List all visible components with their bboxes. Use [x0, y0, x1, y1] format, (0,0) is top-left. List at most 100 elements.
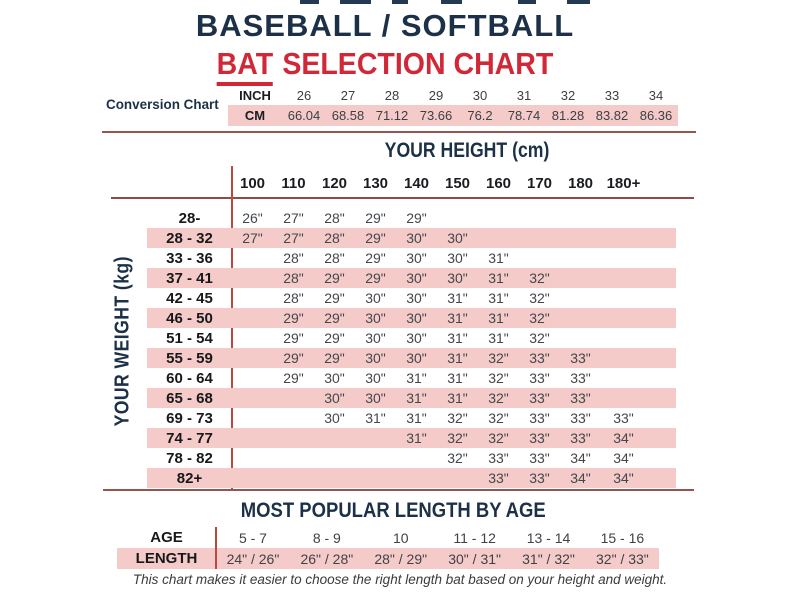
bat-length-cell: 28" [283, 290, 304, 306]
height-column-header: 120 [321, 174, 348, 192]
bat-length-cell: 30" [447, 270, 468, 286]
bat-length-cell: 29" [283, 350, 304, 366]
table-row: 28 - 32 27" 27" 28" 29" 30" 30" [147, 228, 676, 248]
bat-length-cell: 31" [488, 250, 509, 266]
bat-length-cell: 29" [324, 290, 345, 306]
age-section-title-text: MOST POPULAR LENGTH BY AGE [240, 499, 546, 522]
length-value: 24" / 26" [226, 550, 280, 567]
age-value: 15 - 16 [600, 529, 645, 546]
weight-row-label: 69 - 73 [166, 409, 213, 427]
footer-note: This chart makes it easier to choose the… [132, 572, 668, 587]
bat-length-cell: 32" [529, 330, 550, 346]
cm-label: CM [244, 108, 266, 123]
conversion-cm-row: CM 66.04 68.58 71.12 73.66 76.2 78.74 81.28 83.8… [228, 105, 678, 126]
length-value: 26" / 28" [300, 550, 354, 567]
subtitle-rest: SELECTION CHART [282, 46, 554, 81]
table-row: 78 - 82 32" 33" 33" 34" 34" [147, 448, 676, 468]
cm-value: 68.58 [331, 108, 365, 123]
bat-length-cell: 31" [447, 390, 468, 406]
height-column-header: 140 [403, 174, 430, 192]
table-row: 60 - 64 29" 30" 30" 31" 31" 32" 33" 33" [147, 368, 676, 388]
weight-axis-title: YOUR WEIGHT (kg) [111, 256, 134, 427]
height-column-header: 180 [567, 174, 594, 192]
weight-row-label: 46 - 50 [166, 309, 213, 327]
bat-length-cell: 29" [365, 210, 386, 226]
age-value: 8 - 9 [312, 529, 341, 546]
bat-length-cell: 29" [365, 270, 386, 286]
weight-row-label: 28 - 32 [166, 229, 213, 247]
cm-value: 73.66 [419, 108, 453, 123]
dash [441, 0, 462, 4]
bat-length-cell: 29" [283, 310, 304, 326]
bat-length-cell: 31" [488, 310, 509, 326]
height-column-header: 160 [485, 174, 512, 192]
table-vertical-rule [231, 166, 233, 490]
subtitle-bat-underlined: BAT [216, 46, 274, 86]
bat-length-cell: 30" [324, 410, 345, 426]
weight-row-label: 82+ [176, 469, 203, 487]
cm-value: 66.04 [287, 108, 321, 123]
dash [392, 0, 408, 4]
length-row: LENGTH 24" / 26" 26" / 28" 28" / 29" 30" / 3… [117, 548, 660, 569]
bat-length-cell: 31" [447, 310, 468, 326]
bat-length-cell: 31" [406, 370, 427, 386]
bat-length-cell: 32" [488, 350, 509, 366]
header-underline [111, 197, 694, 199]
height-column-header: 110 [281, 174, 306, 192]
height-axis-title-text: YOUR HEIGHT (cm) [384, 139, 550, 162]
bat-length-cell: 32" [488, 370, 509, 386]
table-row: 82+ 33" 33" 34" 34" [147, 468, 676, 488]
bat-length-cell: 30" [365, 370, 386, 386]
bat-length-cell: 32" [529, 270, 550, 286]
bat-length-cell: 33" [570, 430, 591, 446]
bat-length-cell: 30" [365, 390, 386, 406]
table-row: 42 - 45 28" 29" 30" 30" 31" 31" 32" [147, 288, 676, 308]
inch-value: 32 [560, 87, 576, 103]
bat-length-cell: 27" [283, 210, 304, 226]
bat-length-cell: 33" [613, 410, 634, 426]
bat-length-cell: 30" [406, 250, 427, 266]
bat-length-cell: 30" [324, 370, 345, 386]
weight-row-label: 33 - 36 [166, 249, 213, 267]
bat-length-cell: 32" [447, 450, 468, 466]
bat-length-cell: 31" [406, 430, 427, 446]
bat-length-cell: 33" [529, 350, 550, 366]
bat-length-cell: 33" [529, 410, 550, 426]
weight-row-label: 74 - 77 [166, 429, 213, 447]
bat-length-cell: 28" [283, 250, 304, 266]
bat-length-cell: 29" [324, 270, 345, 286]
table-row: 51 - 54 29" 29" 30" 30" 31" 31" 32" [147, 328, 676, 348]
bat-length-cell: 31" [447, 350, 468, 366]
bat-length-cell: 32" [529, 290, 550, 306]
bat-length-cell: 33" [488, 470, 509, 486]
bat-length-cell: 31" [406, 410, 427, 426]
bat-length-cell: 31" [488, 330, 509, 346]
inch-value: 29 [428, 87, 444, 103]
bat-length-cell: 33" [570, 390, 591, 406]
inch-value: 34 [648, 87, 664, 103]
weight-row-label: 55 - 59 [166, 349, 213, 367]
age-value: 13 - 14 [526, 529, 571, 546]
bat-length-cell: 30" [365, 310, 386, 326]
inch-value: 31 [516, 87, 532, 103]
dash [518, 0, 536, 4]
bat-length-cell: 29" [324, 350, 345, 366]
conversion-inch-row: INCH 26 27 28 29 30 31 32 33 34 [228, 85, 678, 105]
bat-length-cell: 32" [488, 390, 509, 406]
bat-length-cell: 30" [365, 290, 386, 306]
bat-length-cell: 32" [529, 310, 550, 326]
age-label: AGE [150, 529, 183, 546]
height-column-header: 100 [239, 174, 266, 192]
bat-length-cell: 34" [613, 430, 634, 446]
bat-length-cell: 29" [365, 250, 386, 266]
height-column-header: 170 [526, 174, 553, 192]
bat-length-cell: 32" [488, 410, 509, 426]
bat-length-cell: 28" [324, 250, 345, 266]
divider-bottom [103, 489, 694, 491]
height-column-header: 180+ [606, 174, 641, 192]
bat-length-cell: 28" [324, 230, 345, 246]
bat-length-cell: 30" [365, 330, 386, 346]
age-table-vertical-rule [215, 527, 217, 569]
weight-row-label: 65 - 68 [166, 389, 213, 407]
